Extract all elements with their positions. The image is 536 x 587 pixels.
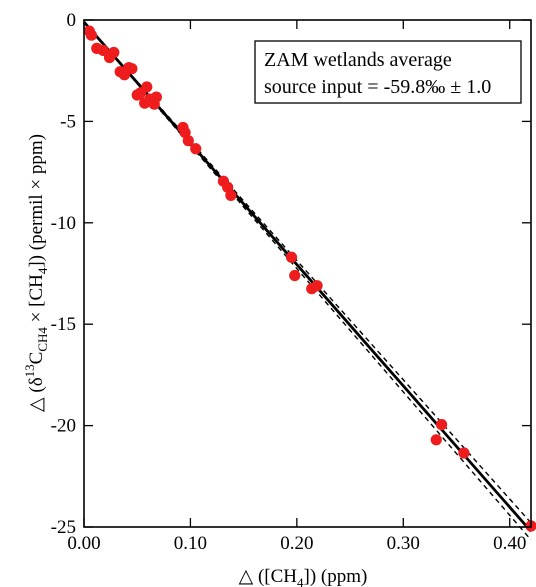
fit-upper-bound — [83, 21, 532, 541]
axis-ticks: 0.00 0.10 0.20 0.30 0.40 0 -5 -10 -15 -20 -25 — [51, 10, 531, 554]
data-point — [289, 269, 301, 282]
data-point — [190, 143, 202, 155]
y-tick-label: -5 — [60, 111, 76, 132]
data-point — [225, 189, 237, 202]
y-tick-label: -20 — [51, 416, 76, 437]
plot-frame — [83, 19, 532, 528]
data-point — [311, 280, 323, 292]
data-point — [430, 434, 442, 446]
y-tick-label: -10 — [51, 213, 76, 234]
x-tick-label: 0.20 — [280, 533, 313, 554]
annotation-line-1: ZAM wetlands average — [264, 49, 452, 71]
y-axis-label: △ (δ13CCH4 × [CH4]) (permil × ppm) — [22, 134, 50, 412]
annotation-line-2: source input = -59.8‰ ± 1.0 — [264, 76, 491, 98]
x-tick-label: 0.30 — [387, 533, 420, 554]
data-point — [182, 135, 194, 147]
data-point — [150, 91, 162, 103]
data-point — [108, 46, 120, 59]
y-tick-label: -25 — [51, 517, 76, 538]
y-tick-label: 0 — [67, 10, 77, 31]
annotation-box — [254, 40, 522, 104]
data-point — [458, 447, 470, 459]
x-axis-label: △ ([CH4]) (ppm) — [239, 566, 368, 587]
data-point — [141, 81, 153, 93]
data-point — [285, 251, 298, 263]
data-points — [83, 25, 536, 532]
y-tick-label: -15 — [51, 314, 76, 335]
data-point — [436, 418, 448, 431]
x-tick-label: 0.40 — [493, 533, 526, 554]
data-point — [126, 63, 138, 75]
data-point — [85, 29, 98, 41]
x-tick-label: 0.00 — [67, 533, 100, 554]
x-tick-label: 0.10 — [174, 533, 207, 554]
